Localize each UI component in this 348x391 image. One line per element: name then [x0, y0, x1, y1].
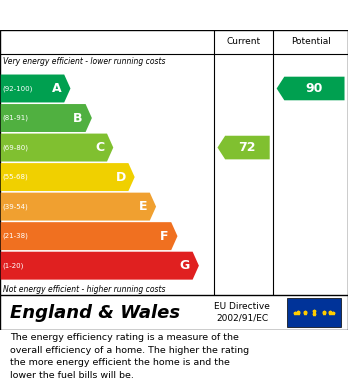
Text: England & Wales: England & Wales — [10, 303, 181, 321]
Text: (92-100): (92-100) — [3, 85, 33, 92]
Polygon shape — [1, 163, 135, 191]
Text: The energy efficiency rating is a measure of the
overall efficiency of a home. T: The energy efficiency rating is a measur… — [10, 333, 250, 380]
Text: F: F — [160, 230, 168, 243]
Text: (21-38): (21-38) — [3, 233, 29, 239]
Text: Current: Current — [227, 38, 261, 47]
Text: (69-80): (69-80) — [3, 144, 29, 151]
Text: D: D — [116, 170, 126, 184]
Text: A: A — [52, 82, 61, 95]
Polygon shape — [1, 104, 92, 132]
Text: (1-20): (1-20) — [3, 262, 24, 269]
Polygon shape — [1, 252, 199, 280]
Text: B: B — [73, 111, 83, 124]
Bar — [287, 298, 341, 327]
Text: 90: 90 — [306, 82, 323, 95]
Polygon shape — [1, 75, 70, 102]
Text: 72: 72 — [238, 141, 256, 154]
Text: Energy Efficiency Rating: Energy Efficiency Rating — [10, 7, 220, 23]
Polygon shape — [277, 77, 345, 100]
Text: C: C — [95, 141, 104, 154]
Text: (81-91): (81-91) — [3, 115, 29, 121]
Text: (39-54): (39-54) — [3, 203, 29, 210]
Text: E: E — [139, 200, 147, 213]
Polygon shape — [1, 193, 156, 221]
Polygon shape — [218, 136, 270, 160]
Text: Not energy efficient - higher running costs: Not energy efficient - higher running co… — [3, 285, 166, 294]
Text: Potential: Potential — [291, 38, 331, 47]
Text: (55-68): (55-68) — [3, 174, 29, 180]
Polygon shape — [1, 134, 113, 161]
Text: EU Directive
2002/91/EC: EU Directive 2002/91/EC — [214, 303, 270, 323]
Text: G: G — [180, 259, 190, 272]
Polygon shape — [1, 222, 177, 250]
Text: Very energy efficient - lower running costs: Very energy efficient - lower running co… — [3, 57, 166, 66]
